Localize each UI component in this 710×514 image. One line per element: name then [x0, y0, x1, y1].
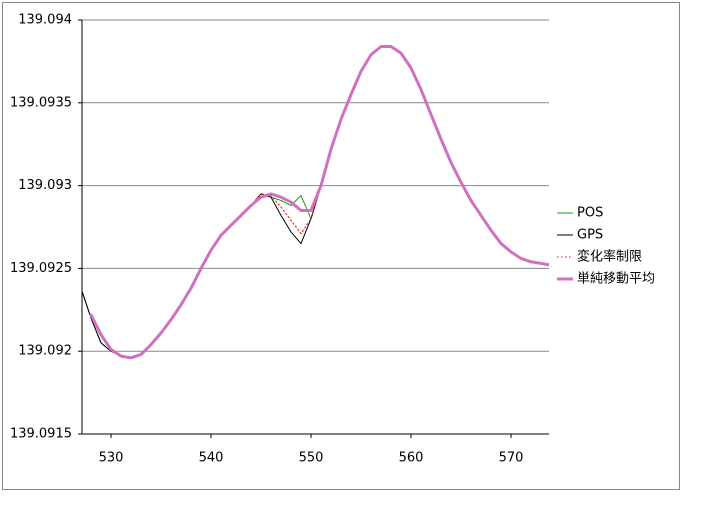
legend-label: 変化率制限 [577, 249, 642, 265]
x-tick-label: 530 [99, 451, 124, 466]
y-tick-label: 139.094 [18, 13, 72, 28]
y-tick-label: 139.0915 [10, 427, 72, 442]
legend-label: GPS [577, 228, 603, 243]
x-tick-label: 570 [499, 451, 524, 466]
y-tick-label: 139.093 [18, 178, 72, 193]
plot-lines [82, 45, 549, 360]
legend-label: 単純移動平均 [577, 271, 655, 287]
axes: 139.0915 139.092 139.0925 139.093 139.0935 13… [10, 13, 549, 466]
x-tick-label: 560 [399, 451, 424, 466]
x-tick-label: 540 [199, 451, 224, 466]
y-tick-label: 139.0925 [10, 261, 72, 276]
legend-label: POS [577, 206, 603, 221]
y-tick-label: 139.092 [18, 344, 72, 359]
series-line [89, 45, 549, 360]
chart-frame [2, 2, 680, 490]
y-tick-label: 139.0935 [10, 95, 72, 110]
x-tick-label: 550 [299, 451, 324, 466]
